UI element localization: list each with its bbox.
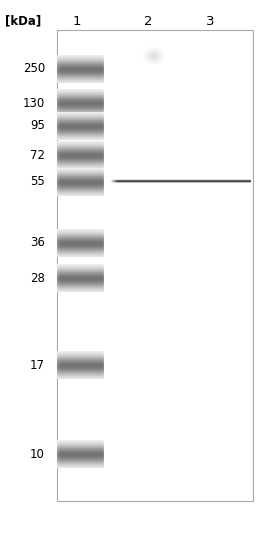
Text: 250: 250 xyxy=(23,62,45,75)
Text: 3: 3 xyxy=(206,14,214,28)
Text: 95: 95 xyxy=(30,119,45,132)
Text: 2: 2 xyxy=(144,14,153,28)
Text: 10: 10 xyxy=(30,448,45,461)
Text: 17: 17 xyxy=(30,359,45,372)
Bar xyxy=(57,30,253,501)
Text: 130: 130 xyxy=(23,96,45,110)
Text: [kDa]: [kDa] xyxy=(5,14,41,28)
Text: 55: 55 xyxy=(30,175,45,188)
Text: 36: 36 xyxy=(30,236,45,249)
Text: 1: 1 xyxy=(73,14,81,28)
Text: 28: 28 xyxy=(30,271,45,285)
Text: 72: 72 xyxy=(30,148,45,162)
